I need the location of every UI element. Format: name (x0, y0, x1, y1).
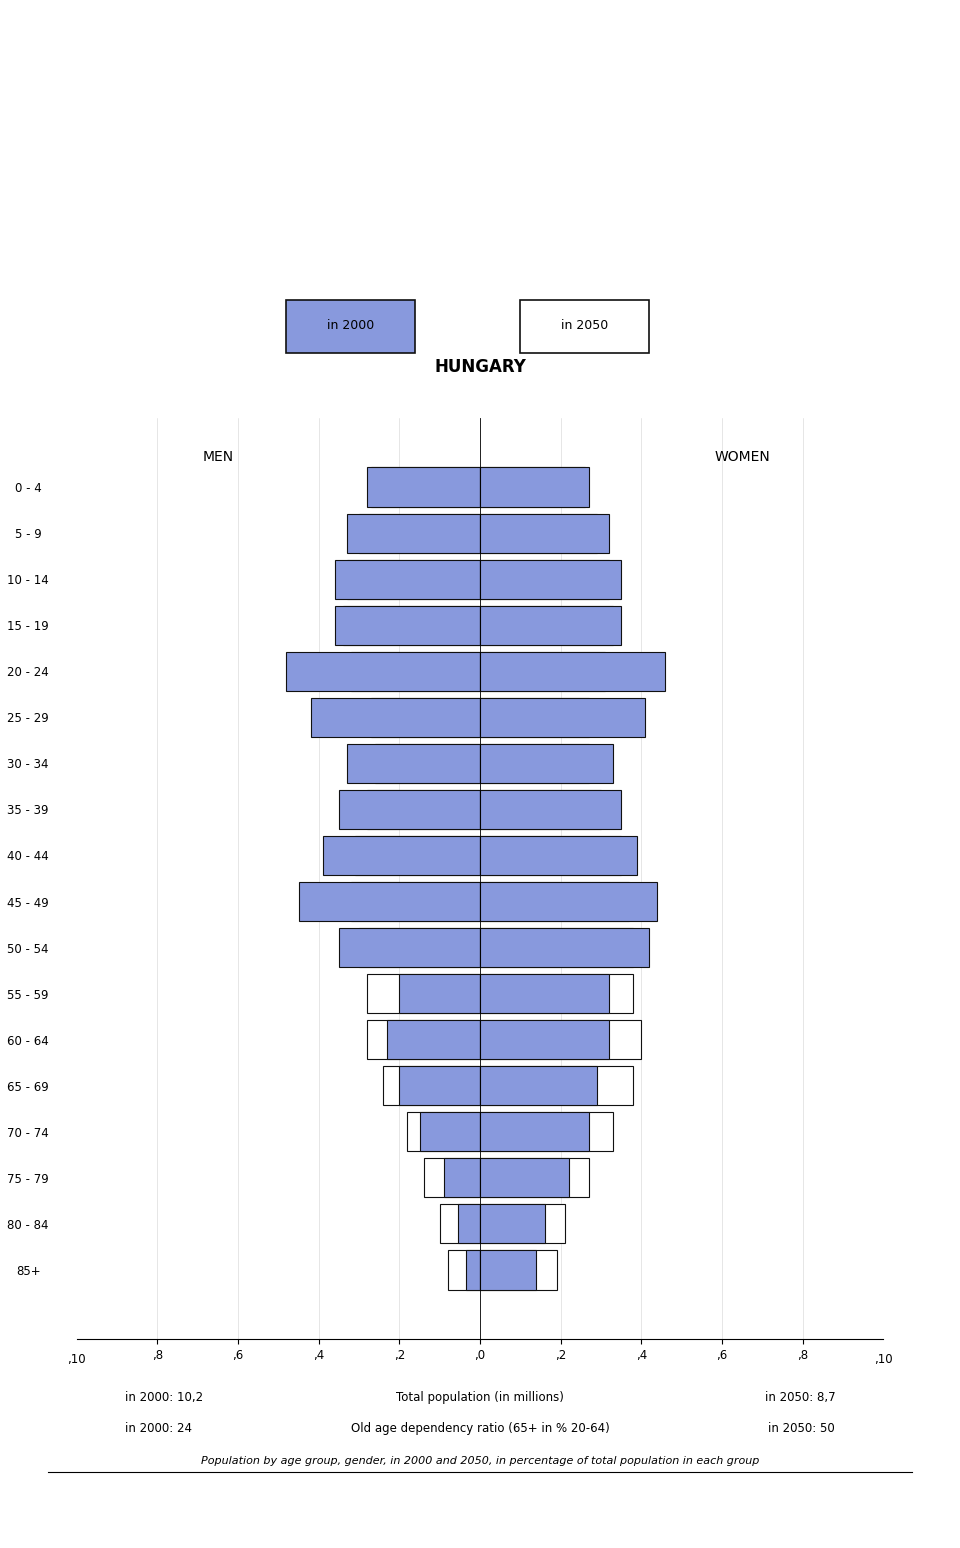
Bar (367, 467, 480, 506)
Bar (444, 1158, 480, 1198)
Bar (480, 1204, 544, 1243)
Bar (480, 1251, 537, 1289)
Bar (480, 467, 585, 506)
Bar (343, 605, 480, 646)
Text: Old age dependency ratio (65+ in % 20-64): Old age dependency ratio (65+ in % 20-64… (350, 1423, 610, 1435)
Bar (480, 789, 601, 830)
Bar (480, 1158, 568, 1198)
Bar (347, 514, 480, 553)
Text: WOMEN: WOMEN (714, 450, 770, 464)
Bar (480, 836, 637, 875)
Bar (480, 882, 658, 921)
Bar (480, 1020, 641, 1059)
Bar (407, 1111, 480, 1152)
Bar (480, 514, 609, 553)
Bar (367, 974, 480, 1014)
Bar (480, 743, 588, 783)
Bar (480, 698, 588, 737)
Bar (480, 974, 634, 1014)
Bar (480, 927, 634, 968)
Bar (480, 1204, 564, 1243)
Bar (480, 974, 609, 1014)
Bar (359, 514, 480, 553)
Bar (351, 652, 480, 690)
Bar (387, 1020, 480, 1059)
Bar (359, 927, 480, 968)
Bar (480, 559, 609, 599)
Bar (480, 652, 665, 690)
Bar (286, 300, 416, 353)
Bar (480, 605, 621, 646)
Text: Total population (in millions): Total population (in millions) (396, 1392, 564, 1404)
Bar (339, 789, 480, 830)
Text: in 2050: 8,7: in 2050: 8,7 (764, 1392, 835, 1404)
Bar (480, 1111, 588, 1152)
Bar (372, 467, 480, 506)
Bar (323, 836, 480, 875)
Text: Population by age group, gender, in 2000 and 2050, in percentage of total popula: Population by age group, gender, in 2000… (201, 1457, 759, 1466)
Bar (480, 882, 629, 921)
Bar (423, 1158, 480, 1198)
Bar (311, 698, 480, 737)
Bar (480, 467, 588, 506)
Bar (355, 836, 480, 875)
Bar (347, 743, 480, 783)
Bar (372, 698, 480, 737)
Bar (367, 1020, 480, 1059)
Bar (399, 974, 480, 1014)
Bar (367, 789, 480, 830)
Bar (420, 1111, 480, 1152)
Bar (480, 927, 649, 968)
Bar (339, 927, 480, 968)
Text: in 2000: 10,2: in 2000: 10,2 (125, 1392, 203, 1404)
Text: MEN: MEN (203, 450, 233, 464)
Text: ,10: ,10 (874, 1353, 893, 1365)
Bar (347, 559, 480, 599)
Bar (480, 1111, 613, 1152)
Text: HUNGARY: HUNGARY (434, 358, 526, 376)
Bar (458, 1204, 480, 1243)
Bar (520, 300, 649, 353)
Bar (480, 559, 621, 599)
Bar (480, 836, 621, 875)
Bar (480, 1067, 634, 1105)
Text: in 2050: 50: in 2050: 50 (768, 1423, 835, 1435)
Bar (480, 1020, 609, 1059)
Bar (335, 605, 480, 646)
Bar (480, 1251, 557, 1289)
Bar (375, 743, 480, 783)
Bar (399, 1067, 480, 1105)
Bar (480, 1158, 588, 1198)
Bar (480, 605, 613, 646)
Bar (480, 514, 597, 553)
Bar (480, 1067, 597, 1105)
Text: in 2050: in 2050 (562, 319, 609, 331)
Bar (383, 1067, 480, 1105)
Bar (480, 789, 621, 830)
Text: in 2000: in 2000 (327, 319, 374, 331)
Text: ,10: ,10 (67, 1353, 86, 1365)
Bar (480, 698, 645, 737)
Bar (299, 882, 480, 921)
Bar (440, 1204, 480, 1243)
Bar (466, 1251, 480, 1289)
Text: in 2000: 24: in 2000: 24 (125, 1423, 192, 1435)
Bar (351, 882, 480, 921)
Bar (286, 652, 480, 690)
Bar (480, 652, 605, 690)
Bar (480, 743, 613, 783)
Bar (335, 559, 480, 599)
Bar (447, 1251, 480, 1289)
